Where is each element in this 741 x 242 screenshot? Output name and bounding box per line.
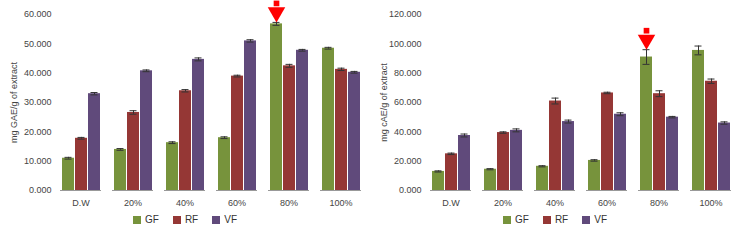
svg-text:100.000: 100.000 bbox=[389, 39, 422, 49]
svg-text:0.000: 0.000 bbox=[399, 185, 422, 195]
svg-text:20.000: 20.000 bbox=[24, 127, 52, 137]
svg-text:D.W: D.W bbox=[72, 198, 90, 208]
svg-text:120.000: 120.000 bbox=[389, 9, 422, 19]
svg-text:80%: 80% bbox=[280, 198, 298, 208]
svg-text:40.000: 40.000 bbox=[24, 68, 52, 78]
svg-text:20%: 20% bbox=[494, 198, 512, 208]
svg-text:40.000: 40.000 bbox=[394, 127, 422, 137]
svg-text:D.W: D.W bbox=[442, 198, 460, 208]
svg-text:50.000: 50.000 bbox=[24, 39, 52, 49]
svg-text:30.000: 30.000 bbox=[24, 97, 52, 107]
html-text:GF: GF bbox=[145, 214, 159, 225]
svg-text:80.000: 80.000 bbox=[394, 68, 422, 78]
svg-text:100%: 100% bbox=[699, 198, 722, 208]
svg-text:mg cAE/g of extract: mg cAE/g of extract bbox=[379, 63, 389, 142]
svg-text:100%: 100% bbox=[329, 198, 352, 208]
html-text:RF: RF bbox=[184, 214, 199, 225]
svg-text:60%: 60% bbox=[228, 198, 246, 208]
svg-text:20%: 20% bbox=[124, 198, 142, 208]
svg-text:60.000: 60.000 bbox=[24, 9, 52, 19]
svg-text:mg GAE/g of extract: mg GAE/g of extract bbox=[9, 61, 19, 143]
svg-text:80%: 80% bbox=[650, 198, 668, 208]
svg-text:40%: 40% bbox=[176, 198, 194, 208]
html-text:VF: VF bbox=[224, 214, 237, 225]
html-text:VF: VF bbox=[594, 214, 607, 225]
html-text:GF: GF bbox=[515, 214, 529, 225]
svg-text:40%: 40% bbox=[546, 198, 564, 208]
svg-text:20.000: 20.000 bbox=[394, 156, 422, 166]
svg-text:60%: 60% bbox=[598, 198, 616, 208]
svg-text:60.000: 60.000 bbox=[394, 97, 422, 107]
svg-text:0.000: 0.000 bbox=[29, 185, 52, 195]
html-text:RF: RF bbox=[554, 214, 569, 225]
svg-text:10.000: 10.000 bbox=[24, 156, 52, 166]
